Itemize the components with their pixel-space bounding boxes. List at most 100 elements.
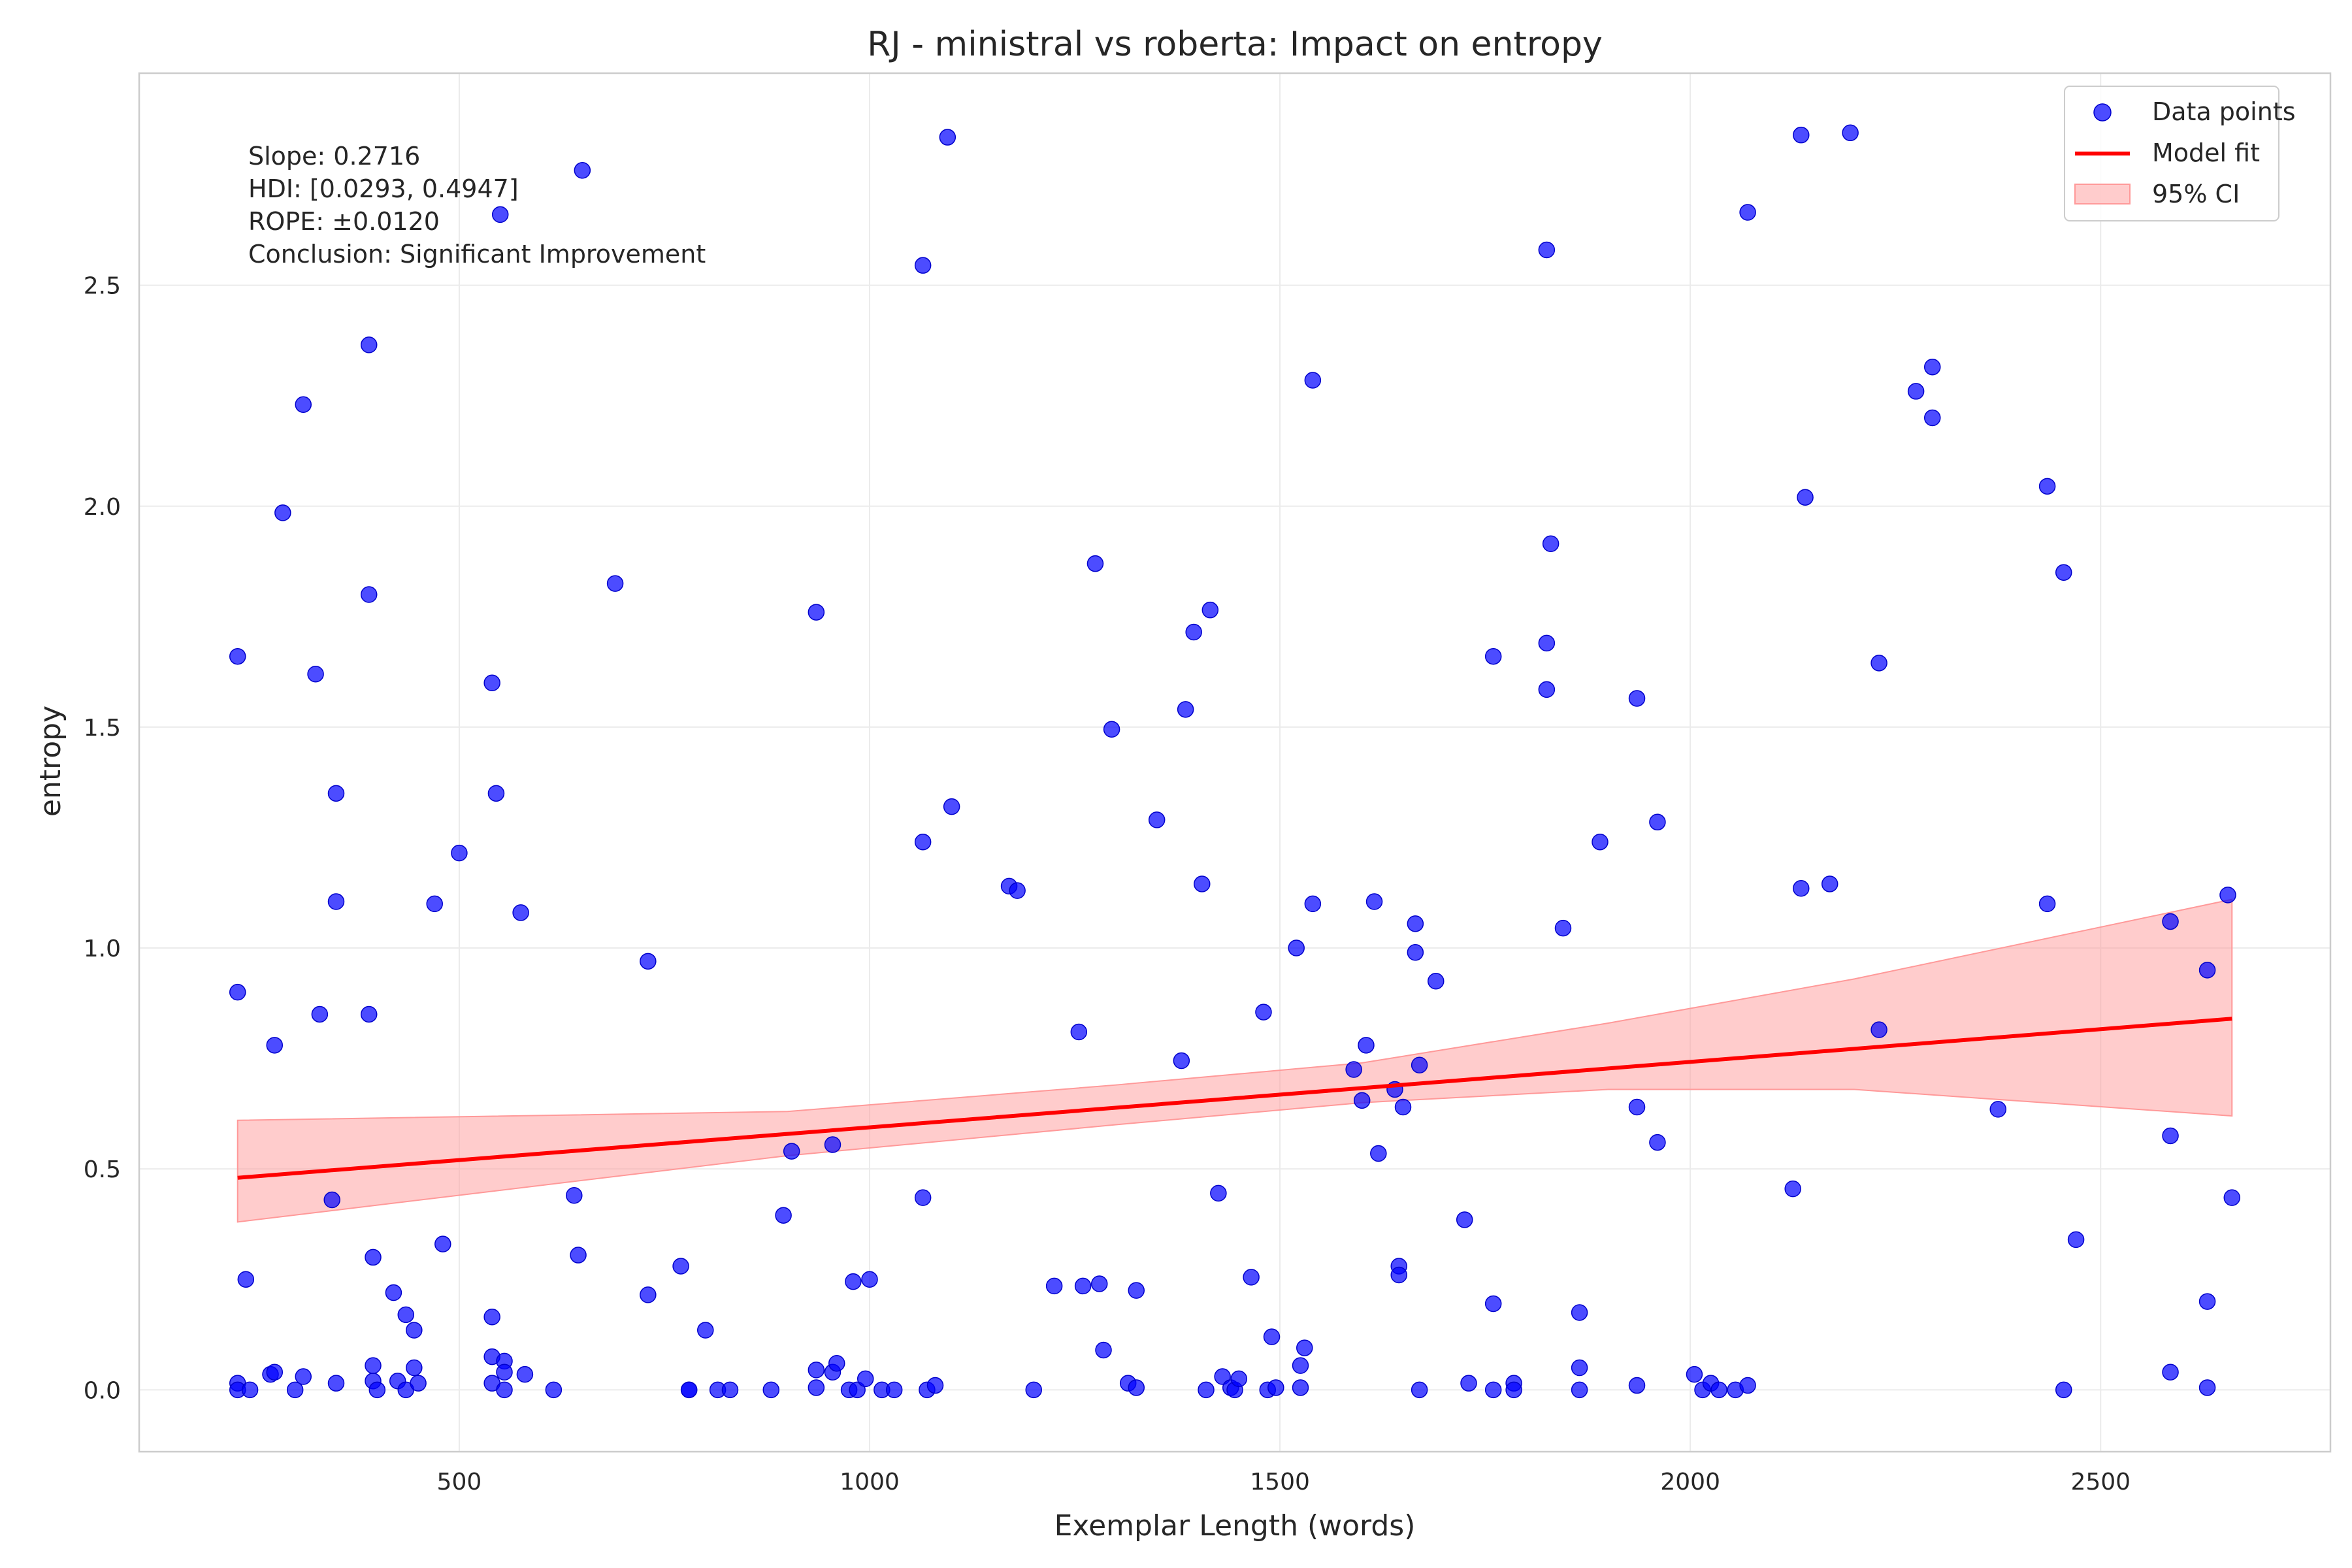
data-point — [1484, 1295, 1502, 1313]
y-tick-label: 2.0 — [84, 494, 121, 521]
data-point — [914, 1189, 932, 1206]
x-tick-labels: 500 1000 1500 2000 2500 — [437, 1469, 2131, 1495]
data-point — [2162, 1364, 2179, 1381]
data-point — [1628, 1098, 1646, 1116]
data-point — [1095, 1341, 1112, 1359]
data-point — [496, 1381, 513, 1399]
annotation-slope: Slope: 0.2716 — [248, 142, 420, 171]
y-axis-label: entropy — [34, 706, 67, 817]
data-point — [808, 1362, 825, 1379]
data-point — [2067, 1231, 2085, 1249]
data-point — [2198, 1379, 2216, 1396]
data-point — [266, 1364, 284, 1381]
x-tick-label: 2500 — [2070, 1469, 2131, 1495]
data-point — [845, 1273, 862, 1290]
data-point — [1296, 1339, 1313, 1356]
data-point — [1571, 1359, 1588, 1377]
data-point — [1538, 681, 1556, 698]
data-point — [1243, 1269, 1260, 1286]
data-point — [914, 833, 932, 851]
data-point — [1045, 1277, 1063, 1295]
data-point — [1177, 701, 1194, 718]
data-point — [1571, 1381, 1588, 1399]
data-point — [1198, 1381, 1215, 1399]
data-point — [1542, 535, 1560, 552]
y-tick-label: 0.0 — [84, 1377, 121, 1404]
data-point — [360, 586, 378, 603]
legend-points-label: Data points — [2152, 97, 2296, 126]
data-point — [365, 1249, 382, 1266]
data-point — [406, 1359, 423, 1377]
legend: Data points Model fit 95% CI — [2064, 86, 2296, 221]
data-point — [1370, 1145, 1387, 1162]
data-point — [1538, 634, 1556, 652]
data-point — [762, 1381, 780, 1399]
data-point — [1554, 919, 1572, 937]
data-point — [566, 1187, 583, 1204]
data-point — [1797, 489, 1814, 506]
data-point — [1686, 1365, 1703, 1383]
data-point — [1649, 813, 1666, 831]
data-point — [943, 798, 960, 815]
data-point — [885, 1381, 903, 1399]
data-point — [574, 162, 591, 179]
data-point — [1070, 1023, 1088, 1041]
data-point — [1592, 833, 1609, 851]
data-point — [1739, 204, 1756, 221]
data-point — [1793, 879, 1810, 897]
data-point — [1288, 939, 1305, 956]
data-point — [385, 1284, 402, 1301]
data-point — [2223, 1189, 2241, 1206]
data-point — [2219, 887, 2236, 904]
data-point — [1428, 973, 1445, 990]
data-point — [808, 604, 825, 621]
data-point — [1571, 1304, 1588, 1321]
legend-points-marker — [2093, 103, 2112, 122]
data-point — [1842, 124, 1859, 142]
data-point — [1924, 409, 1941, 427]
data-point — [1292, 1379, 1309, 1396]
stats-annotation: Slope: 0.2716 HDI: [0.0293, 0.4947] ROPE… — [248, 142, 706, 269]
data-point — [2055, 1381, 2072, 1399]
data-point — [1411, 1381, 1428, 1399]
data-point — [775, 1207, 792, 1224]
legend-fit-label: Model fit — [2152, 139, 2260, 167]
model-fit-line — [237, 1017, 2232, 1180]
x-tick-label: 1000 — [840, 1469, 900, 1495]
data-point — [410, 1375, 427, 1392]
data-point — [2162, 1127, 2179, 1145]
data-point — [857, 1370, 874, 1388]
data-point — [266, 1037, 284, 1054]
data-point — [1456, 1211, 1473, 1228]
data-point — [570, 1247, 587, 1264]
data-point — [1090, 1275, 1108, 1292]
data-point — [926, 1377, 944, 1394]
data-point — [1628, 1377, 1646, 1394]
data-point — [1739, 1377, 1756, 1394]
chart-title: RJ - ministral vs roberta: Impact on ent… — [867, 25, 1602, 64]
ci-band — [237, 898, 2233, 1223]
data-point — [1128, 1282, 1145, 1299]
data-point — [1710, 1381, 1727, 1399]
grid — [139, 73, 2330, 1452]
data-point — [323, 1191, 340, 1209]
y-tick-label: 1.5 — [84, 715, 121, 742]
data-point — [274, 504, 291, 521]
data-point — [1793, 126, 1810, 144]
data-point — [2162, 913, 2179, 930]
x-tick-label: 1500 — [1250, 1469, 1310, 1495]
y-tick-label: 0.5 — [84, 1156, 121, 1183]
y-tick-labels: 0.0 0.5 1.0 1.5 2.0 2.5 — [84, 273, 121, 1405]
data-point — [1173, 1052, 1190, 1070]
data-point — [365, 1357, 382, 1374]
data-point — [672, 1258, 689, 1275]
data-point — [1185, 623, 1202, 641]
data-point — [1628, 690, 1646, 707]
data-point — [1263, 1328, 1281, 1345]
data-point — [1025, 1381, 1042, 1399]
legend-ci-label: 95% CI — [2152, 180, 2240, 208]
data-point — [397, 1306, 415, 1324]
ci-layer — [237, 898, 2233, 1223]
data-point — [1924, 358, 1941, 376]
data-point — [1784, 1180, 1801, 1198]
